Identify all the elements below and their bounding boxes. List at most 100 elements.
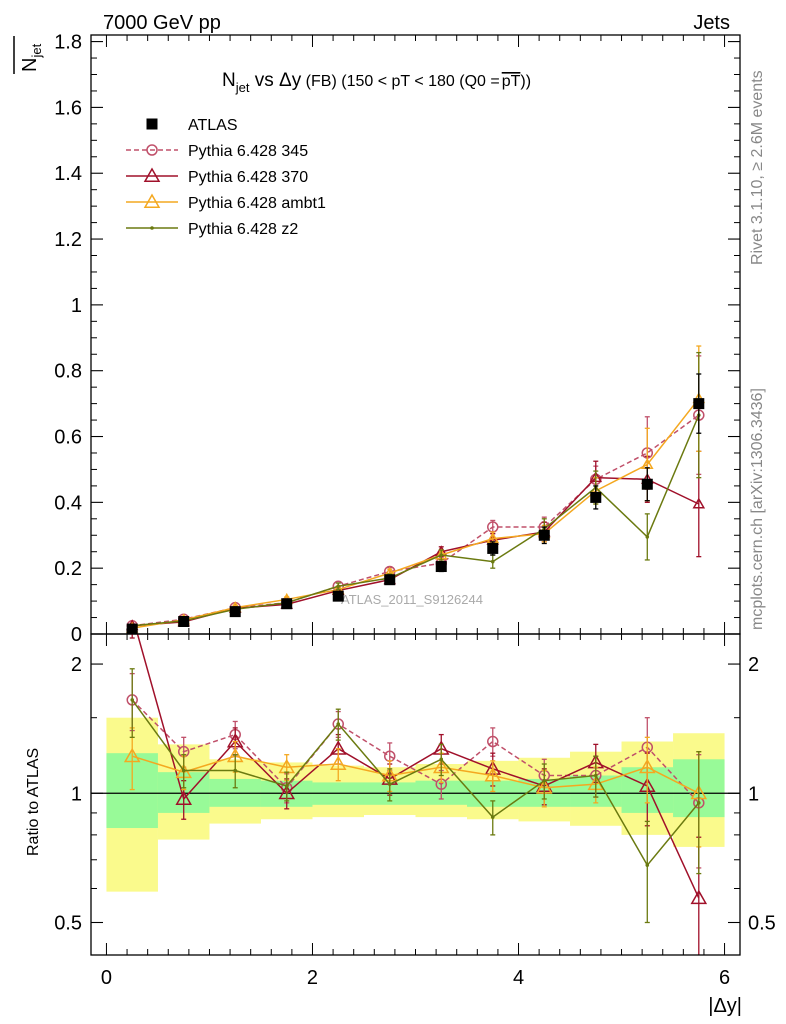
data-point: [181, 768, 186, 773]
data-point: [233, 768, 238, 773]
y-tick-label: 0.5: [748, 912, 776, 934]
legend-entry: Pythia 6.428 ambt1: [126, 193, 326, 212]
legend-label: Pythia 6.428 370: [188, 169, 308, 186]
data-point: [638, 758, 656, 774]
data-point: [336, 722, 341, 726]
ratio-y-axis: 0.5 0.5 1 1 2 2: [54, 654, 776, 934]
y-tick-label: 1.8: [54, 32, 82, 54]
data-point: [229, 606, 241, 618]
x-tick-label: 0: [101, 967, 112, 989]
legend-marker: [146, 118, 158, 130]
y-tick-label: 0: [71, 624, 82, 646]
y-tick-label: 1: [748, 783, 759, 805]
data-point: [487, 542, 499, 554]
y-tick-label: 0.6: [54, 427, 82, 449]
x-tick-label: 4: [513, 967, 524, 989]
data-point: [645, 863, 650, 867]
data-point: [645, 535, 650, 539]
data-point: [130, 698, 135, 702]
series-line: [131, 699, 700, 867]
rivet-label: Rivet 3.1.10, ≥ 2.6M events: [749, 70, 766, 265]
data-point: [690, 889, 708, 905]
legend-marker: [146, 144, 158, 156]
watermark: ATLAS_2011_S9126244: [341, 592, 483, 607]
data-point: [178, 615, 190, 627]
header-right: Jets: [693, 12, 730, 34]
series-line: [132, 414, 700, 627]
y-tick-label: 0.4: [54, 492, 82, 514]
series-pythia-6-428-z2: [129, 351, 702, 628]
data-point: [123, 747, 141, 763]
series-line: [132, 398, 700, 629]
x-tick-label: 6: [719, 967, 730, 989]
data-point: [332, 590, 344, 602]
y-tick-label: 1.4: [54, 163, 82, 185]
legend-label: Pythia 6.428 345: [188, 143, 308, 160]
y-tick-label: 1.2: [54, 229, 82, 251]
main-title: Njet vs Δy (FB) (150 < pT < 180 (Q0 = pT)…: [222, 70, 531, 95]
header-left: 7000 GeV pp: [103, 12, 221, 34]
data-point: [435, 561, 447, 573]
legend-label: Pythia 6.428 z2: [188, 221, 298, 238]
data-point: [439, 757, 444, 762]
data-point: [641, 478, 653, 490]
data-point: [593, 773, 598, 778]
data-point: [490, 815, 495, 819]
main-y-axis: 0 0.2 0.4 0.6 0.8 1 1.2 1.4 1.6 1.8: [54, 32, 740, 646]
mcplots-label: mcplots.cern.ch [arXiv:1306.3436]: [749, 388, 766, 630]
data-point: [490, 559, 495, 564]
series-pythia-6-428-345: [126, 355, 705, 632]
y-tick-label: 2: [71, 654, 82, 676]
data-point: [487, 735, 499, 748]
series-pythia-6-428-z2: [129, 668, 702, 924]
ratio-x-axis: 0 2 4 6: [101, 634, 730, 989]
y-tick-label: 2: [748, 654, 759, 676]
legend-marker: [143, 167, 161, 182]
data-point: [175, 790, 193, 805]
xlabel: |Δy|: [708, 995, 742, 1017]
y-tick-label: 1: [71, 783, 82, 805]
main-ylabel: Njet: [13, 36, 44, 74]
legend-marker: [143, 193, 161, 208]
data-point: [696, 801, 701, 805]
legend-label: ATLAS: [188, 117, 238, 134]
y-tick-label: 0.8: [54, 361, 82, 383]
svg-text:Njet: Njet: [19, 43, 44, 72]
data-point: [538, 529, 550, 541]
legend-entry: Pythia 6.428 345: [126, 143, 308, 160]
legend-label: Pythia 6.428 ambt1: [188, 195, 326, 212]
data-point: [284, 784, 289, 788]
data-point: [387, 782, 392, 786]
legend-entry: ATLAS: [146, 117, 238, 134]
series-line: [132, 414, 700, 627]
legend-entry: Pythia 6.428 370: [126, 167, 308, 186]
main-x-axis: [105, 35, 726, 634]
legend-marker: [150, 226, 154, 230]
data-point: [126, 623, 138, 634]
series-line: [136, 634, 700, 899]
legend: ATLAS Pythia 6.428 345 Pythia 6.428 370 Pyt…: [126, 117, 326, 238]
data-point: [281, 598, 293, 610]
ratio-bands: [106, 717, 725, 892]
y-tick-label: 1: [71, 295, 82, 317]
data-point: [542, 778, 547, 783]
x-tick-label: 2: [307, 967, 318, 989]
y-tick-label: 0.5: [54, 912, 82, 934]
y-tick-label: 1.6: [54, 97, 82, 119]
series-atlas: [126, 373, 705, 634]
ratio-ylabel: Ratio to ATLAS: [25, 748, 42, 856]
y-tick-label: 0.2: [54, 558, 82, 580]
legend-entry: Pythia 6.428 z2: [126, 221, 298, 238]
data-point: [336, 584, 341, 589]
data-point: [692, 497, 706, 509]
data-point: [439, 553, 444, 557]
data-point: [590, 491, 602, 503]
data-point: [329, 755, 347, 771]
series-line: [131, 699, 700, 804]
data-point: [693, 398, 705, 410]
data-point: [484, 767, 502, 782]
series-pythia-6-428-ambt1: [125, 345, 706, 633]
data-point: [384, 574, 396, 586]
data-point: [125, 608, 139, 620]
